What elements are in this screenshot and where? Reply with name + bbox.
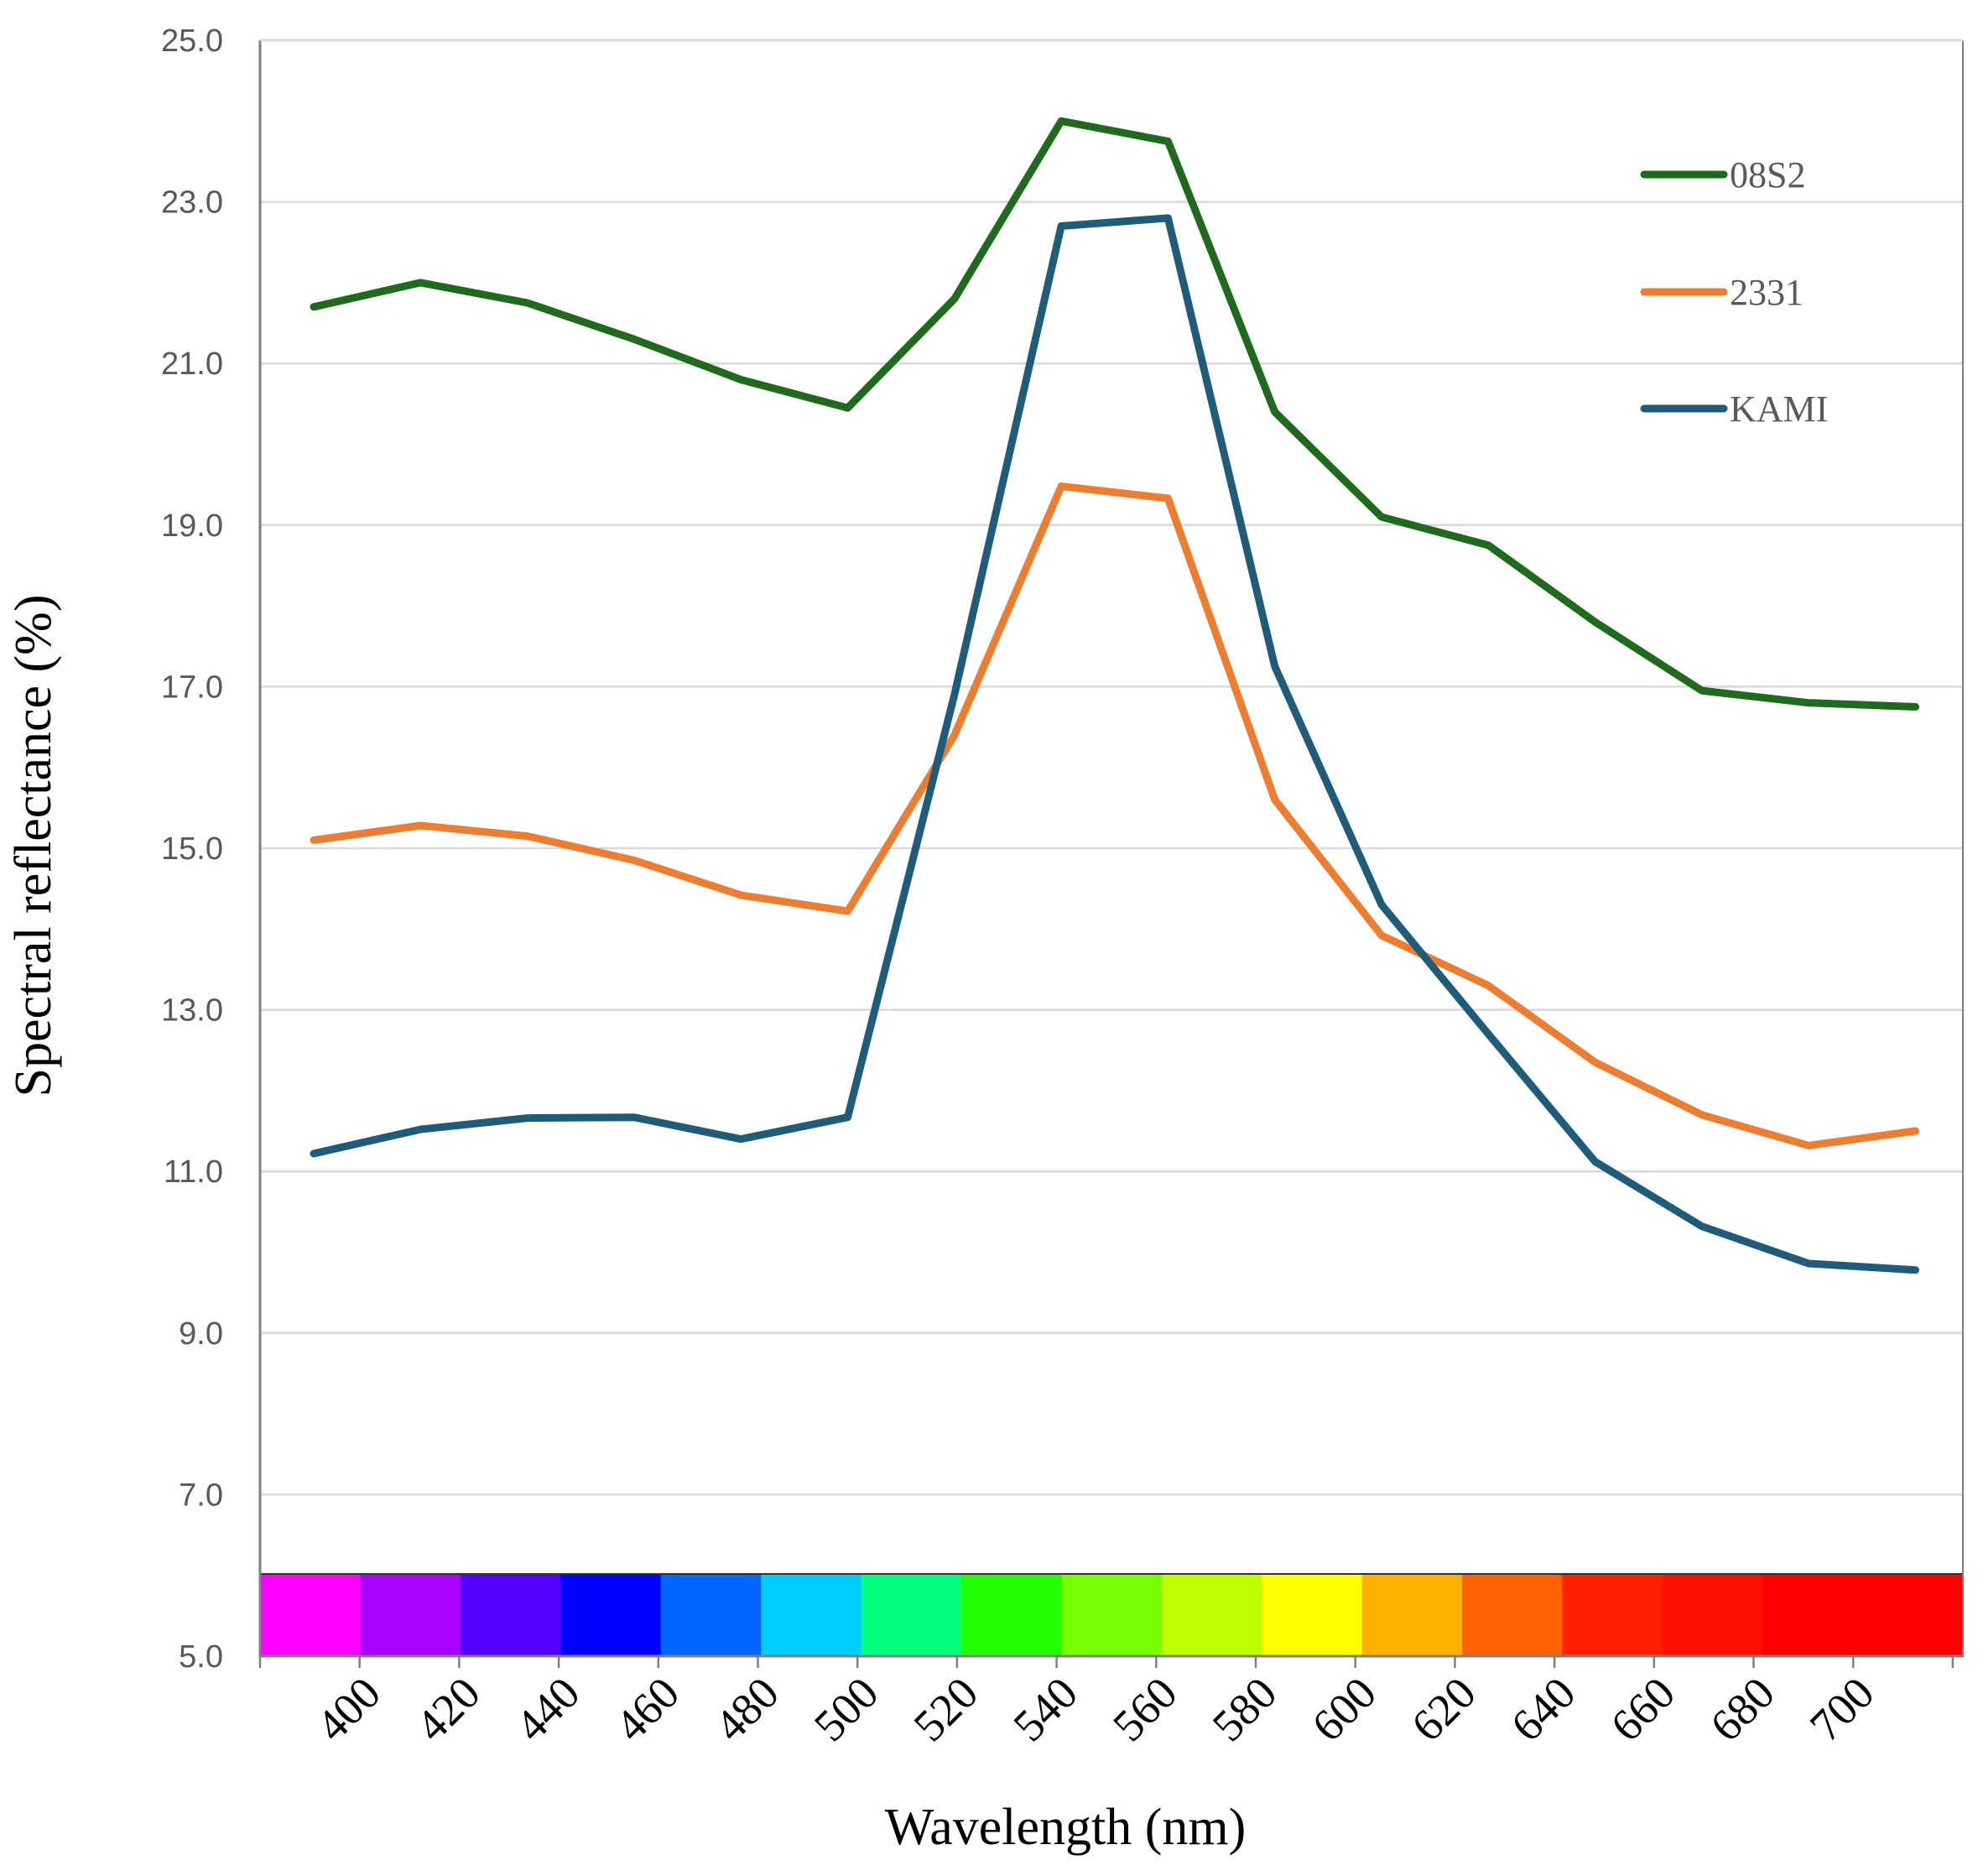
spectrum-band-segment (861, 1574, 962, 1656)
legend-label-2331: 2331 (1730, 272, 1804, 313)
spectrum-band-segment (560, 1574, 662, 1656)
spectrum-band-segment (1262, 1574, 1363, 1656)
series-lines (310, 117, 1919, 1274)
legend: 08S2 2331 KAMI (1640, 154, 1828, 430)
spectrum-band-segment (1762, 1574, 1864, 1656)
y-tick-label: 21.0 (161, 347, 223, 382)
spectrum-band-segment (1061, 1574, 1163, 1656)
y-tick-label: 9.0 (179, 1316, 223, 1352)
x-axis-title: Wavelength (nm) (885, 1799, 1247, 1856)
spectrum-band-segment (1662, 1574, 1764, 1656)
spectrum-band-segment (460, 1574, 562, 1656)
spectrum-band-segment (1562, 1574, 1663, 1656)
y-tick-label: 13.0 (161, 993, 223, 1029)
y-tick-label: 5.0 (179, 1639, 223, 1675)
spectrum-band-segment (360, 1574, 461, 1656)
series-line-08s2 (310, 117, 1919, 711)
spectrum-band-segment (1361, 1574, 1463, 1656)
y-tick-label: 7.0 (179, 1477, 223, 1513)
series-line-2331 (310, 482, 1919, 1149)
spectrum-band-segment (1461, 1574, 1564, 1656)
y-axis-title: Spectral reflectance (%) (5, 595, 62, 1097)
spectrum-color-band (259, 1573, 1964, 1657)
spectrum-band-segment (1862, 1574, 1964, 1656)
spectrum-band-segment (260, 1574, 362, 1656)
axes (258, 39, 1964, 1658)
y-tick-label: 25.0 (161, 23, 223, 59)
spectrum-band-segment (1161, 1574, 1263, 1656)
series-line-kami (310, 214, 1919, 1274)
spectrum-band-segment (660, 1574, 763, 1656)
legend-label-kami: KAMI (1730, 388, 1828, 430)
spectrum-band-segment (761, 1574, 862, 1656)
y-tick-label: 23.0 (161, 185, 223, 221)
spectrum-band-segment (960, 1574, 1063, 1656)
y-tick-label: 17.0 (161, 670, 223, 705)
y-tick-label: 15.0 (161, 831, 223, 867)
y-tick-label: 11.0 (164, 1154, 223, 1190)
legend-label-08s2: 08S2 (1730, 154, 1805, 195)
y-tick-label: 19.0 (161, 508, 223, 544)
y-axis-ticks: 5.0 7.0 9.0 11.0 13.0 15.0 17.0 19.0 21.0 23.0 25.… (161, 23, 223, 1675)
